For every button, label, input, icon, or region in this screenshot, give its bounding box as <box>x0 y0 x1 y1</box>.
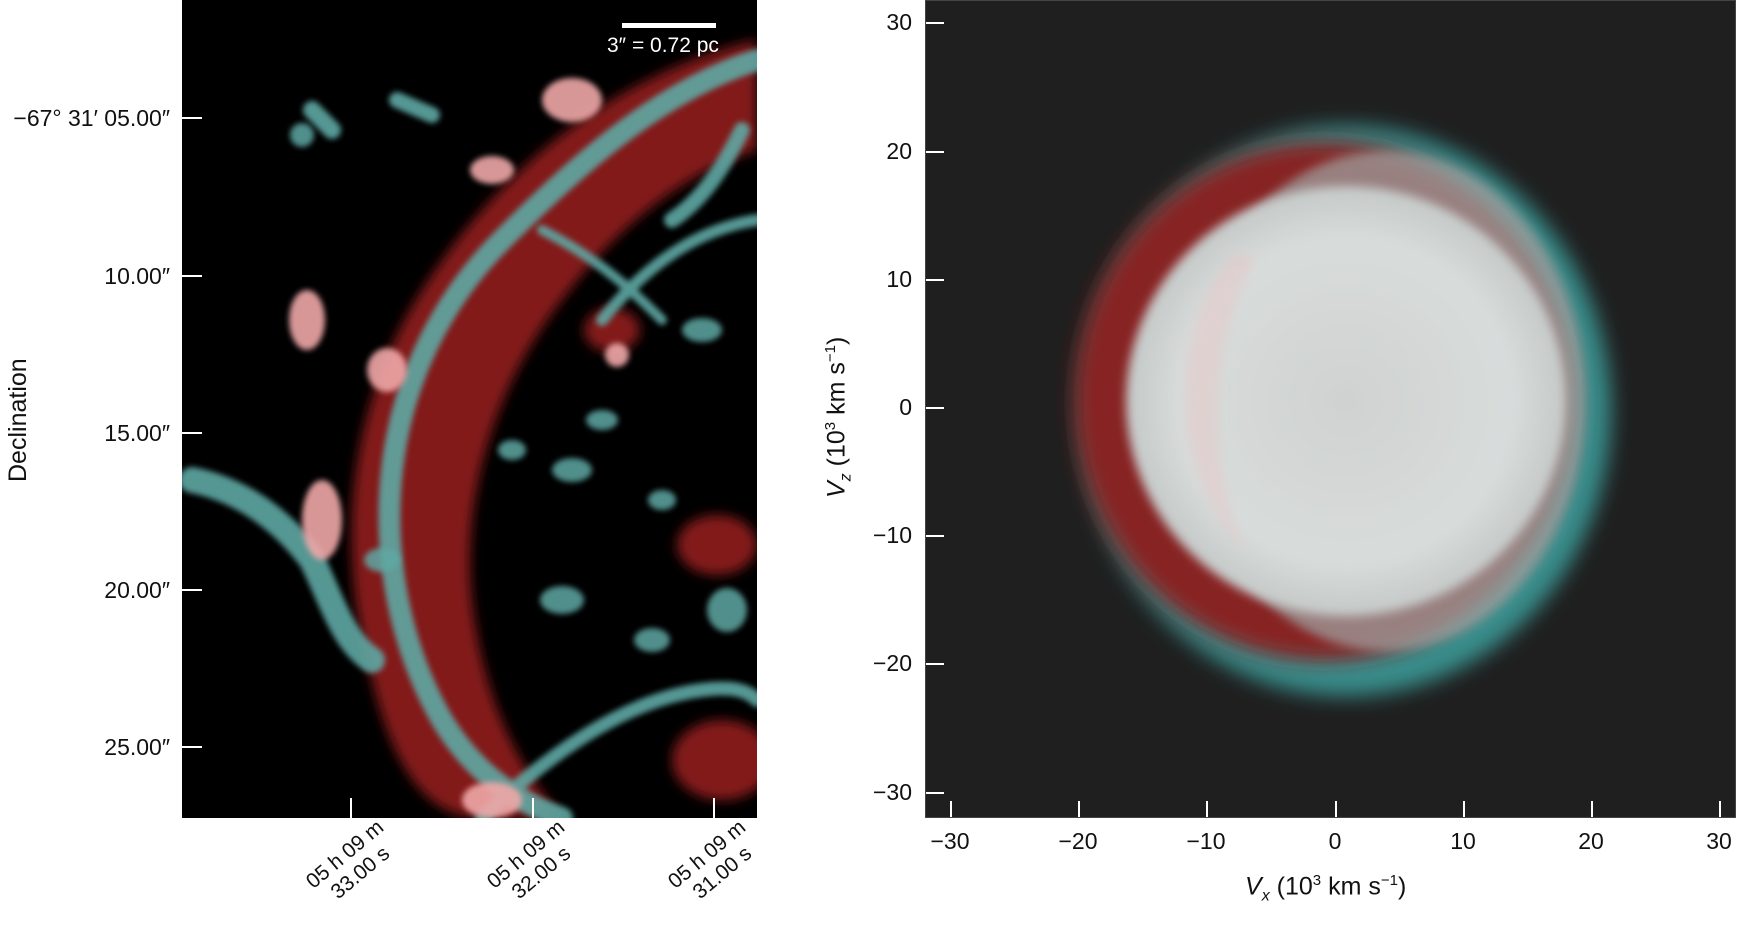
vx-tick-label: 10 <box>1450 828 1476 854</box>
ra-tick-label: 05 h 09 m 33.00 s <box>284 801 422 927</box>
vx-unit-sup: −1 <box>1380 872 1398 889</box>
vx-tick-label: 20 <box>1578 828 1604 854</box>
dec-tick-label: 10.00″ <box>104 263 170 289</box>
inner-crescent <box>1184 251 1256 551</box>
vz-axis-title: Vz (103 km s−1) <box>822 337 855 498</box>
dec-tick-label: 20.00″ <box>104 577 170 603</box>
vz-ticks <box>926 22 944 794</box>
vz-tick-label: −20 <box>872 650 912 676</box>
cyan-filaments <box>182 49 757 818</box>
right-map-svg <box>926 1 1735 817</box>
right-velocity-map <box>925 0 1736 818</box>
ra-ticks <box>350 798 715 818</box>
vz-tick-label: 0 <box>899 394 912 420</box>
scale-bar <box>622 23 716 28</box>
vz-tick-label: −30 <box>872 779 912 805</box>
ra-tick-label: 05 h 09 m 31.00 s <box>646 801 784 927</box>
vz-tick-label: −10 <box>872 522 912 548</box>
vx-unit: km s <box>1321 872 1381 901</box>
left-emission-map: 3″ = 0.72 pc <box>182 0 757 818</box>
ra-tick-label: 05 h 09 m 32.00 s <box>465 801 603 927</box>
overlap-highlights <box>289 78 629 818</box>
vx-tick-label: −20 <box>1058 828 1098 854</box>
vz-sup: 3 <box>822 421 839 431</box>
dec-ticks <box>182 117 202 748</box>
vx-rest: (10 <box>1269 872 1313 901</box>
vz-close: ) <box>822 336 851 346</box>
vx-tick-label: −30 <box>930 828 970 854</box>
left-map-svg <box>182 0 757 818</box>
vx-close: ) <box>1397 872 1407 901</box>
vx-symbol: V <box>1245 872 1262 901</box>
dec-tick-label: 15.00″ <box>104 420 170 446</box>
scale-bar-label: 3″ = 0.72 pc <box>607 34 719 57</box>
vz-symbol: V <box>822 481 851 498</box>
vz-tick-label: 20 <box>886 138 912 164</box>
dec-axis-title: Declination <box>4 358 32 482</box>
vx-subscript: x <box>1261 887 1270 905</box>
dec-tick-label: −67° 31′ 05.00″ <box>13 105 170 131</box>
vx-tick-label: 30 <box>1706 828 1732 854</box>
vz-tick-label: 10 <box>886 266 912 292</box>
vx-sup: 3 <box>1312 872 1322 889</box>
vz-subscript: z <box>837 473 855 482</box>
vx-tick-label: −10 <box>1186 828 1226 854</box>
dec-tick-label: 25.00″ <box>104 734 170 760</box>
vz-tick-label: 30 <box>886 9 912 35</box>
vz-unit: km s <box>822 362 851 422</box>
vz-rest: (10 <box>822 430 851 474</box>
vx-tick-label: 0 <box>1328 828 1342 854</box>
vx-ticks <box>950 801 1721 817</box>
vx-axis-title: Vx (103 km s−1) <box>1245 872 1406 905</box>
cyan-blobs <box>290 123 747 652</box>
vz-unit-sup: −1 <box>822 345 839 363</box>
